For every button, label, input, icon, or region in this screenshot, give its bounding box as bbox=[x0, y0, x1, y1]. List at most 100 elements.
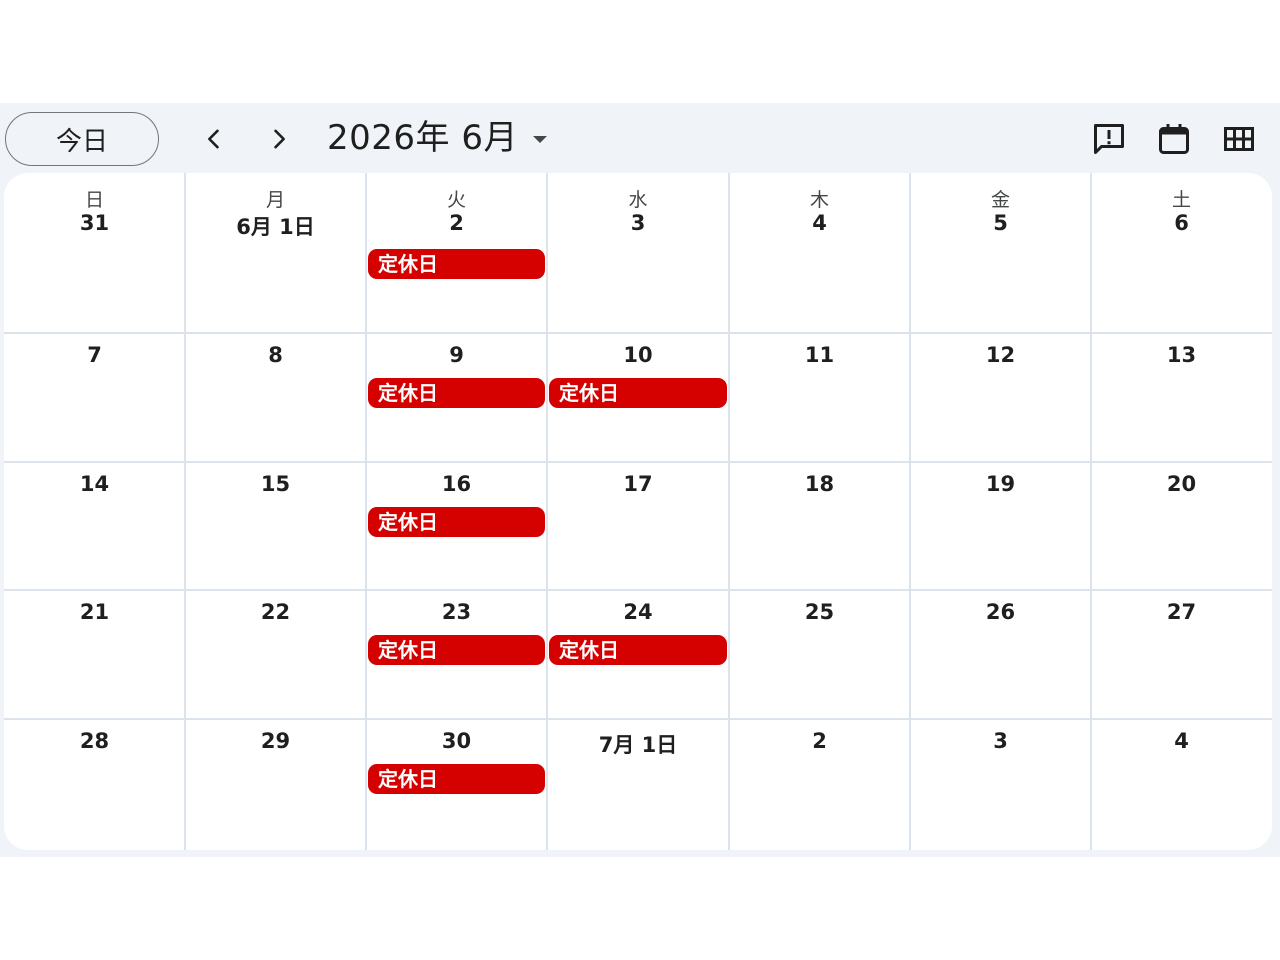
event-chip[interactable]: 定休日 bbox=[368, 507, 545, 537]
day-number[interactable]: 16 bbox=[441, 472, 472, 496]
day-number[interactable]: 3 bbox=[630, 211, 646, 235]
grid-row-divider bbox=[4, 718, 1272, 720]
day-number[interactable]: 20 bbox=[1166, 472, 1197, 496]
day-cell[interactable]: 10 定休日 bbox=[547, 333, 729, 462]
day-number[interactable]: 5 bbox=[993, 211, 1008, 235]
grid-view-icon bbox=[1224, 127, 1254, 151]
event-chip[interactable]: 定休日 bbox=[368, 378, 545, 408]
event-chip[interactable]: 定休日 bbox=[368, 764, 545, 794]
day-number[interactable]: 31 bbox=[79, 211, 110, 235]
day-number[interactable]: 25 bbox=[804, 600, 835, 624]
previous-month-button[interactable] bbox=[192, 117, 236, 161]
feedback-icon bbox=[1094, 124, 1124, 154]
day-cell[interactable]: 24 定休日 bbox=[547, 590, 729, 719]
day-number[interactable]: 12 bbox=[985, 343, 1016, 367]
day-cell[interactable]: 18 bbox=[729, 462, 910, 590]
day-number[interactable]: 29 bbox=[260, 729, 291, 753]
month-grid: 日 31 月 6月 1日火 2 定休日水 3 木 4 金 5 土 6 7 8 9 定休日 10 定休日 11 12 13 1… bbox=[4, 173, 1272, 850]
day-number[interactable]: 23 bbox=[441, 600, 472, 624]
day-cell[interactable]: 7 bbox=[4, 333, 185, 462]
day-cell[interactable]: 26 bbox=[910, 590, 1091, 719]
day-number[interactable]: 8 bbox=[268, 343, 283, 367]
grid-row-divider bbox=[4, 332, 1272, 334]
day-number[interactable]: 26 bbox=[985, 600, 1016, 624]
day-number[interactable]: 2 bbox=[449, 211, 464, 235]
day-cell[interactable]: 17 bbox=[547, 462, 729, 590]
grid-view-button[interactable] bbox=[1219, 119, 1259, 159]
chevron-left-icon bbox=[208, 129, 219, 149]
day-cell[interactable]: 16 定休日 bbox=[366, 462, 547, 590]
day-number[interactable]: 4 bbox=[812, 211, 827, 235]
day-cell[interactable]: 火 2 定休日 bbox=[366, 173, 547, 333]
day-cell[interactable]: 12 bbox=[910, 333, 1091, 462]
event-chip[interactable]: 定休日 bbox=[368, 635, 545, 665]
calendar-view-button[interactable] bbox=[1154, 119, 1194, 159]
event-chip[interactable]: 定休日 bbox=[549, 378, 727, 408]
day-cell[interactable]: 14 bbox=[4, 462, 185, 590]
day-number[interactable]: 15 bbox=[260, 472, 291, 496]
day-number[interactable]: 17 bbox=[623, 472, 653, 496]
day-number[interactable]: 6 bbox=[1174, 211, 1189, 235]
day-cell[interactable]: 27 bbox=[1091, 590, 1272, 719]
day-cell[interactable]: 8 bbox=[185, 333, 366, 462]
grid-column-divider bbox=[1090, 173, 1092, 850]
month-title[interactable]: 2026年 6月 bbox=[327, 118, 518, 158]
day-cell[interactable]: 28 bbox=[4, 719, 185, 850]
day-number[interactable]: 2 bbox=[812, 729, 827, 753]
day-cell[interactable]: 23 定休日 bbox=[366, 590, 547, 719]
day-cell[interactable]: 9 定休日 bbox=[366, 333, 547, 462]
day-cell[interactable]: 2 bbox=[729, 719, 910, 850]
weekday-label: 火 bbox=[446, 189, 466, 211]
day-cell[interactable]: 3 bbox=[910, 719, 1091, 850]
day-number[interactable]: 18 bbox=[804, 472, 835, 496]
day-cell[interactable]: 20 bbox=[1091, 462, 1272, 590]
weekday-label: 金 bbox=[990, 189, 1010, 211]
day-number[interactable]: 7月 1日 bbox=[598, 733, 678, 757]
day-cell[interactable]: 7月 1日 bbox=[547, 719, 729, 850]
day-number[interactable]: 22 bbox=[260, 600, 291, 624]
grid-column-divider bbox=[546, 173, 548, 850]
day-cell[interactable]: 29 bbox=[185, 719, 366, 850]
day-cell[interactable]: 22 bbox=[185, 590, 366, 719]
day-number[interactable]: 28 bbox=[79, 729, 110, 753]
day-cell[interactable]: 月 6月 1日 bbox=[185, 173, 366, 333]
event-chip[interactable]: 定休日 bbox=[549, 635, 727, 665]
day-cell[interactable]: 15 bbox=[185, 462, 366, 590]
day-cell[interactable]: 30 定休日 bbox=[366, 719, 547, 850]
day-number[interactable]: 6月 1日 bbox=[236, 215, 315, 239]
chevron-right-icon bbox=[274, 129, 285, 149]
next-month-button[interactable] bbox=[257, 117, 301, 161]
day-number[interactable]: 19 bbox=[985, 472, 1016, 496]
day-cell[interactable]: 19 bbox=[910, 462, 1091, 590]
day-cell[interactable]: 21 bbox=[4, 590, 185, 719]
day-cell[interactable]: 日 31 bbox=[4, 173, 185, 333]
calendar-icon bbox=[1159, 124, 1189, 154]
today-button[interactable]: 今日 bbox=[5, 112, 159, 166]
day-number[interactable]: 10 bbox=[623, 343, 653, 367]
month-dropdown-button[interactable] bbox=[526, 125, 554, 153]
day-number[interactable]: 27 bbox=[1166, 600, 1197, 624]
day-number[interactable]: 24 bbox=[623, 600, 653, 624]
day-cell[interactable]: 4 bbox=[1091, 719, 1272, 850]
day-number[interactable]: 13 bbox=[1166, 343, 1197, 367]
day-number[interactable]: 9 bbox=[449, 343, 464, 367]
day-cell[interactable]: 25 bbox=[729, 590, 910, 719]
grid-column-divider bbox=[365, 173, 367, 850]
event-chip[interactable]: 定休日 bbox=[368, 249, 545, 279]
toolbar: 今日 2026年 6月 bbox=[0, 103, 1280, 173]
day-number[interactable]: 4 bbox=[1174, 729, 1189, 753]
day-cell[interactable]: 11 bbox=[729, 333, 910, 462]
day-cell[interactable]: 13 bbox=[1091, 333, 1272, 462]
day-number[interactable]: 30 bbox=[441, 729, 472, 753]
day-number[interactable]: 3 bbox=[993, 729, 1008, 753]
weekday-label: 木 bbox=[809, 189, 829, 211]
day-number[interactable]: 7 bbox=[87, 343, 102, 367]
day-number[interactable]: 14 bbox=[79, 472, 110, 496]
day-number[interactable]: 21 bbox=[79, 600, 110, 624]
feedback-button[interactable] bbox=[1089, 119, 1129, 159]
day-number[interactable]: 11 bbox=[804, 343, 835, 367]
